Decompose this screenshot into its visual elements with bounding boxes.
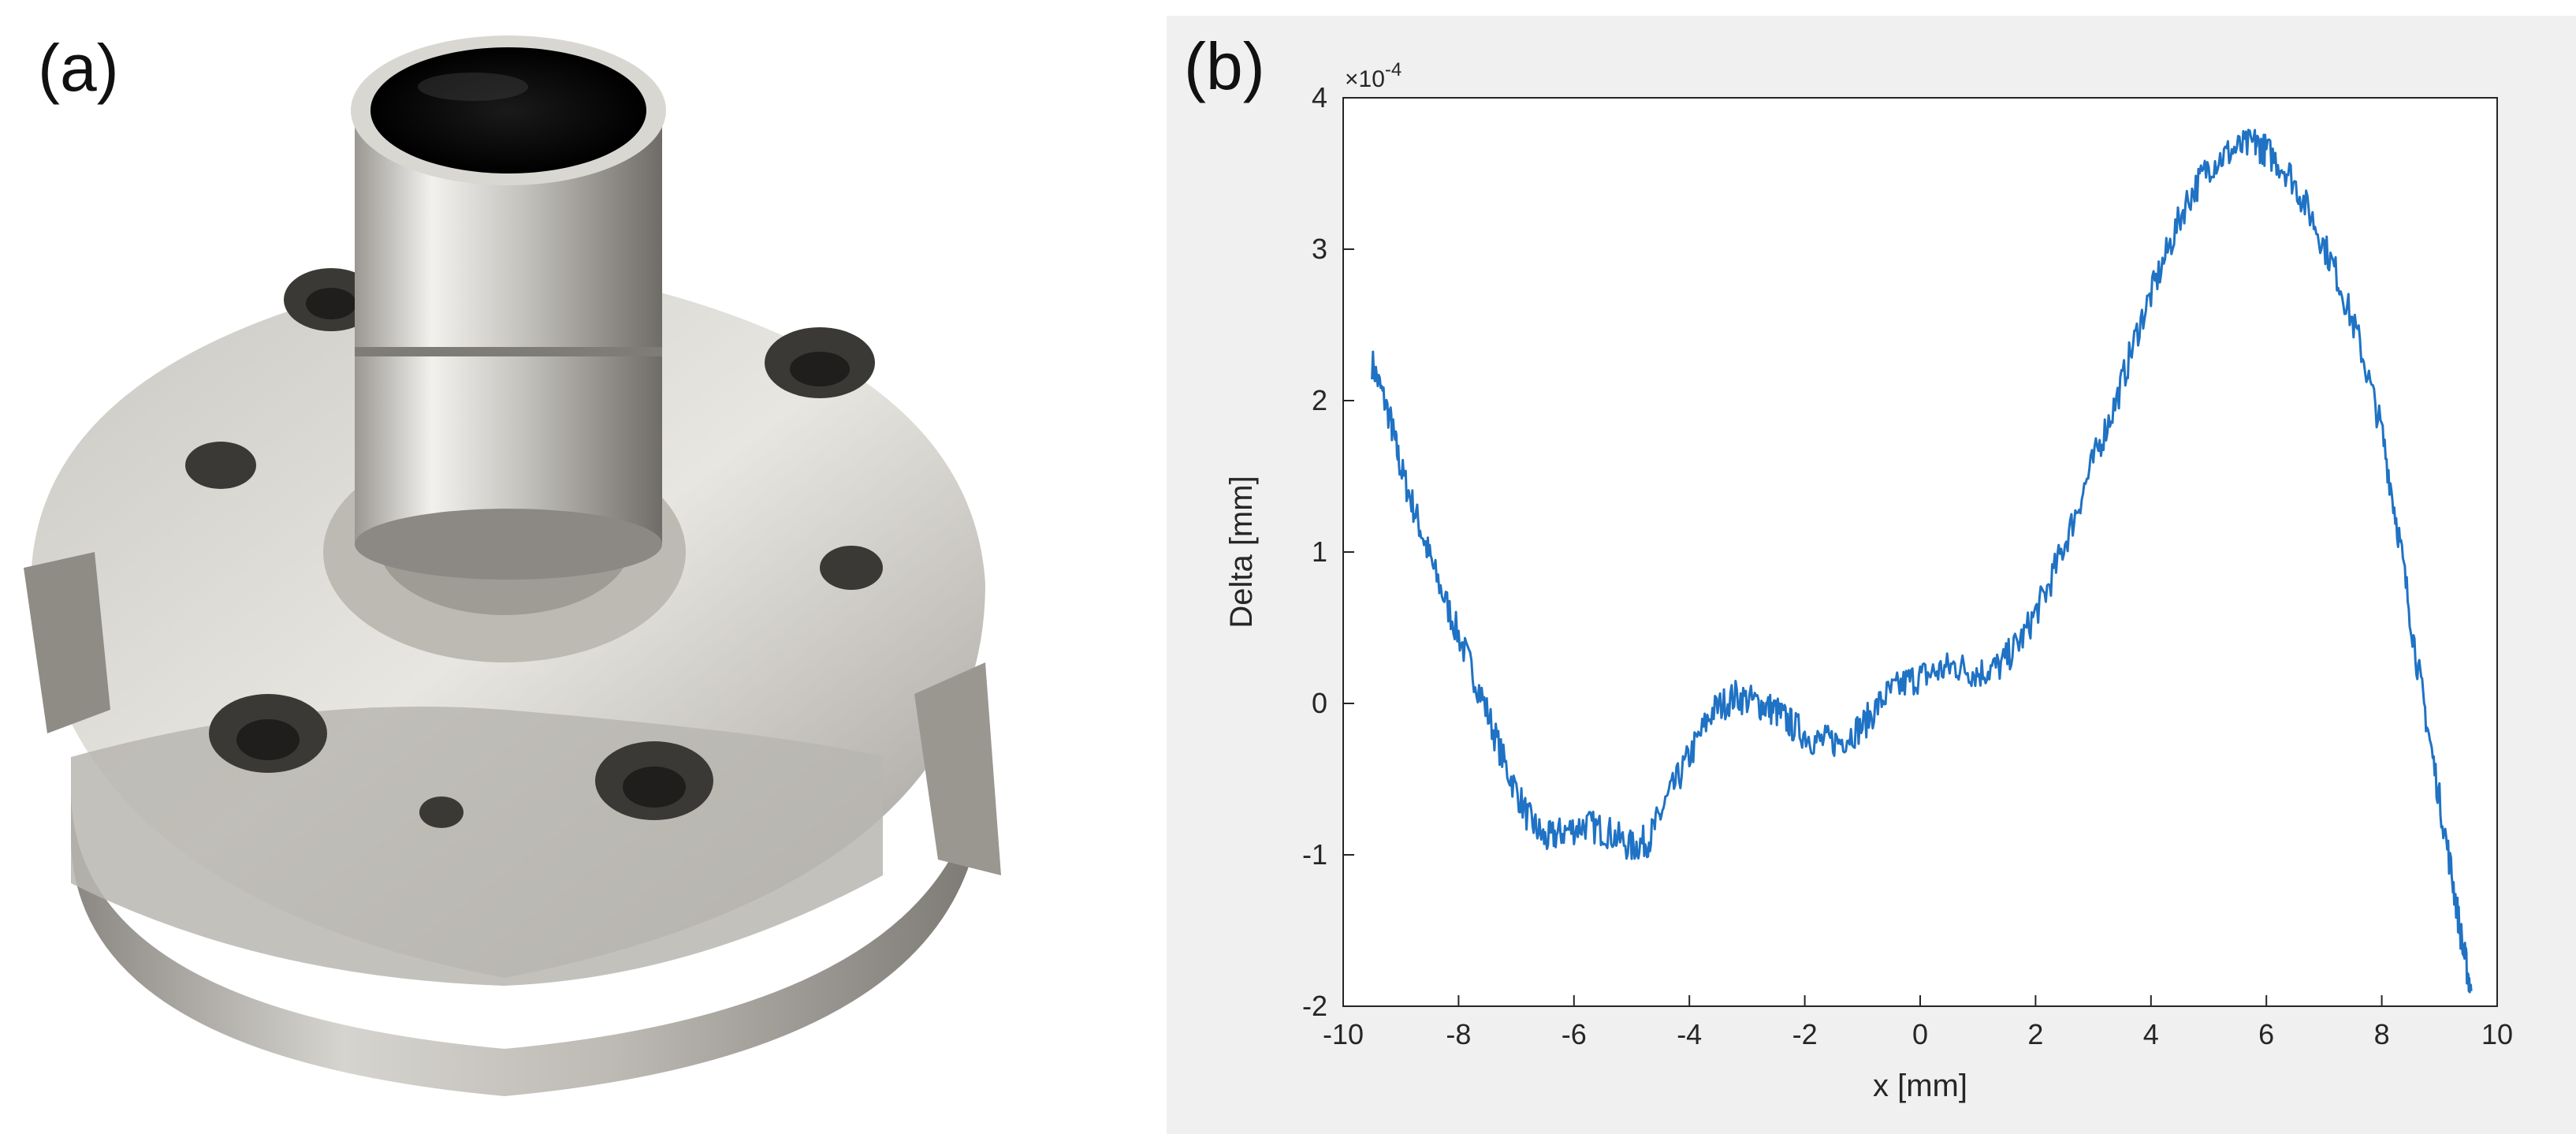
left-tab [24, 552, 110, 733]
plot-area [1342, 97, 2498, 1007]
x-tick-label: -6 [1562, 1018, 1587, 1050]
base-side [71, 789, 977, 1096]
y-tick-label: 1 [1312, 535, 1327, 568]
y-axis-ticks: -2 -1 0 1 2 3 4 [1302, 81, 1354, 1022]
series-line [1371, 129, 2473, 994]
base-front-segment [71, 707, 883, 986]
chart-panel: (b) -10 -8 -6 -4 -2 0 2 4 6 8 10 -2 -1 0 1 2 3 4 ×10-4 x… [1167, 16, 2576, 1134]
x-tick-label: -8 [1446, 1018, 1471, 1050]
x-tick-label: -2 [1792, 1018, 1818, 1050]
x-tick-label: 8 [2374, 1018, 2390, 1050]
x-tick-label: 6 [2258, 1018, 2274, 1050]
x-tick-label: -10 [1323, 1018, 1364, 1050]
right-tab [914, 662, 1001, 875]
x-tick-label: 0 [1912, 1018, 1928, 1050]
y-axis-multiplier: ×10-4 [1345, 59, 1402, 92]
x-axis-label: x [mm] [1873, 1069, 1967, 1103]
photo-panel: (a) [0, 0, 1048, 1134]
x-tick-label: 4 [2143, 1018, 2159, 1050]
y-tick-label: 3 [1312, 233, 1327, 265]
y-tick-label: 4 [1312, 81, 1327, 114]
y-tick-label: 0 [1312, 687, 1327, 719]
y-axis-label: Delta [mm] [1224, 476, 1259, 628]
y-tick-label: -2 [1302, 990, 1327, 1022]
x-tick-label: -4 [1677, 1018, 1702, 1050]
x-tick-label: 10 [2481, 1018, 2513, 1050]
mirror-surface [370, 47, 646, 173]
panel-label-a: (a) [38, 31, 119, 105]
x-axis-ticks: -10 -8 -6 -4 -2 0 2 4 6 8 10 [1323, 995, 2513, 1050]
y-tick-label: -1 [1302, 838, 1327, 871]
x-tick-label: 2 [2027, 1018, 2043, 1050]
panel-label-b: (b) [1184, 29, 1265, 103]
machined-part-photo [24, 35, 1001, 1096]
y-tick-label: 2 [1312, 384, 1327, 416]
